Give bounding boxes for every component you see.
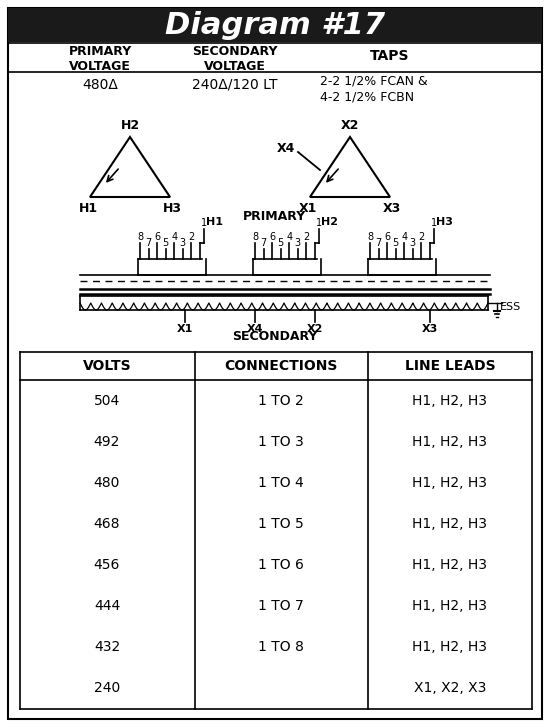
Text: X3: X3 bbox=[422, 324, 438, 334]
Text: VOLTS: VOLTS bbox=[82, 359, 131, 373]
Text: 504: 504 bbox=[94, 393, 120, 408]
Text: 2-2 1/2% FCAN &
4-2 1/2% FCBN: 2-2 1/2% FCAN & 4-2 1/2% FCBN bbox=[320, 75, 428, 103]
Text: H1, H2, H3: H1, H2, H3 bbox=[412, 640, 487, 654]
Text: 432: 432 bbox=[94, 640, 120, 654]
Text: 5: 5 bbox=[278, 238, 284, 248]
Text: TAPS: TAPS bbox=[370, 49, 410, 63]
Text: 1 TO 6: 1 TO 6 bbox=[258, 558, 304, 572]
Text: 468: 468 bbox=[94, 517, 120, 531]
Text: 1: 1 bbox=[316, 218, 322, 228]
Text: 240: 240 bbox=[94, 681, 120, 696]
Text: 1 TO 3: 1 TO 3 bbox=[258, 435, 304, 449]
Text: H3: H3 bbox=[436, 217, 453, 227]
Text: 456: 456 bbox=[94, 558, 120, 572]
Text: 7: 7 bbox=[376, 238, 382, 248]
Text: CONNECTIONS: CONNECTIONS bbox=[224, 359, 338, 373]
Text: 8: 8 bbox=[252, 232, 258, 242]
Text: X3: X3 bbox=[383, 202, 401, 215]
Text: 8: 8 bbox=[137, 232, 144, 242]
Text: X1: X1 bbox=[177, 324, 193, 334]
Text: 3: 3 bbox=[410, 238, 416, 248]
Text: H1, H2, H3: H1, H2, H3 bbox=[412, 599, 487, 613]
Text: X2: X2 bbox=[307, 324, 323, 334]
Text: 7: 7 bbox=[146, 238, 152, 248]
Text: LINE LEADS: LINE LEADS bbox=[405, 359, 496, 373]
Text: 1: 1 bbox=[201, 218, 207, 228]
Text: 4: 4 bbox=[286, 232, 292, 242]
Text: 2: 2 bbox=[188, 232, 194, 242]
Text: SECONDARY: SECONDARY bbox=[232, 331, 318, 343]
Text: H2: H2 bbox=[120, 119, 140, 132]
Text: H1: H1 bbox=[79, 202, 97, 215]
Text: PRIMARY: PRIMARY bbox=[243, 211, 307, 223]
Text: X4: X4 bbox=[277, 142, 295, 155]
Text: 5: 5 bbox=[393, 238, 399, 248]
Text: H1, H2, H3: H1, H2, H3 bbox=[412, 475, 487, 490]
Text: ESS: ESS bbox=[500, 302, 521, 312]
Text: 4: 4 bbox=[401, 232, 408, 242]
Text: H1, H2, H3: H1, H2, H3 bbox=[412, 517, 487, 531]
Text: H2: H2 bbox=[321, 217, 338, 227]
Text: 3: 3 bbox=[180, 238, 186, 248]
Text: 8: 8 bbox=[367, 232, 373, 242]
Text: 492: 492 bbox=[94, 435, 120, 449]
Text: H1, H2, H3: H1, H2, H3 bbox=[412, 435, 487, 449]
Text: H1, H2, H3: H1, H2, H3 bbox=[412, 393, 487, 408]
Text: 240Δ/120 LT: 240Δ/120 LT bbox=[192, 78, 278, 92]
Text: X1, X2, X3: X1, X2, X3 bbox=[414, 681, 486, 696]
Text: 1 TO 2: 1 TO 2 bbox=[258, 393, 304, 408]
Text: 4: 4 bbox=[171, 232, 177, 242]
Text: 6: 6 bbox=[154, 232, 160, 242]
Text: 5: 5 bbox=[163, 238, 169, 248]
Text: 7: 7 bbox=[261, 238, 267, 248]
Text: PRIMARY
VOLTAGE: PRIMARY VOLTAGE bbox=[68, 45, 131, 73]
Polygon shape bbox=[8, 8, 542, 42]
Text: SECONDARY
VOLTAGE: SECONDARY VOLTAGE bbox=[192, 45, 278, 73]
Text: H1: H1 bbox=[206, 217, 223, 227]
Text: 1 TO 7: 1 TO 7 bbox=[258, 599, 304, 613]
Text: 1 TO 4: 1 TO 4 bbox=[258, 475, 304, 490]
Text: 480Δ: 480Δ bbox=[82, 78, 118, 92]
Text: X1: X1 bbox=[299, 202, 317, 215]
Text: 1 TO 5: 1 TO 5 bbox=[258, 517, 304, 531]
Text: 1 TO 8: 1 TO 8 bbox=[258, 640, 304, 654]
Text: H3: H3 bbox=[162, 202, 182, 215]
Text: 2: 2 bbox=[303, 232, 309, 242]
Text: 3: 3 bbox=[295, 238, 301, 248]
Text: X4: X4 bbox=[247, 324, 263, 334]
Text: H1, H2, H3: H1, H2, H3 bbox=[412, 558, 487, 572]
Text: 480: 480 bbox=[94, 475, 120, 490]
Text: 6: 6 bbox=[269, 232, 276, 242]
Text: Diagram #17: Diagram #17 bbox=[165, 10, 385, 39]
Text: 1: 1 bbox=[431, 218, 437, 228]
Text: 2: 2 bbox=[418, 232, 425, 242]
Text: 444: 444 bbox=[94, 599, 120, 613]
Text: X2: X2 bbox=[341, 119, 359, 132]
Text: 6: 6 bbox=[384, 232, 390, 242]
